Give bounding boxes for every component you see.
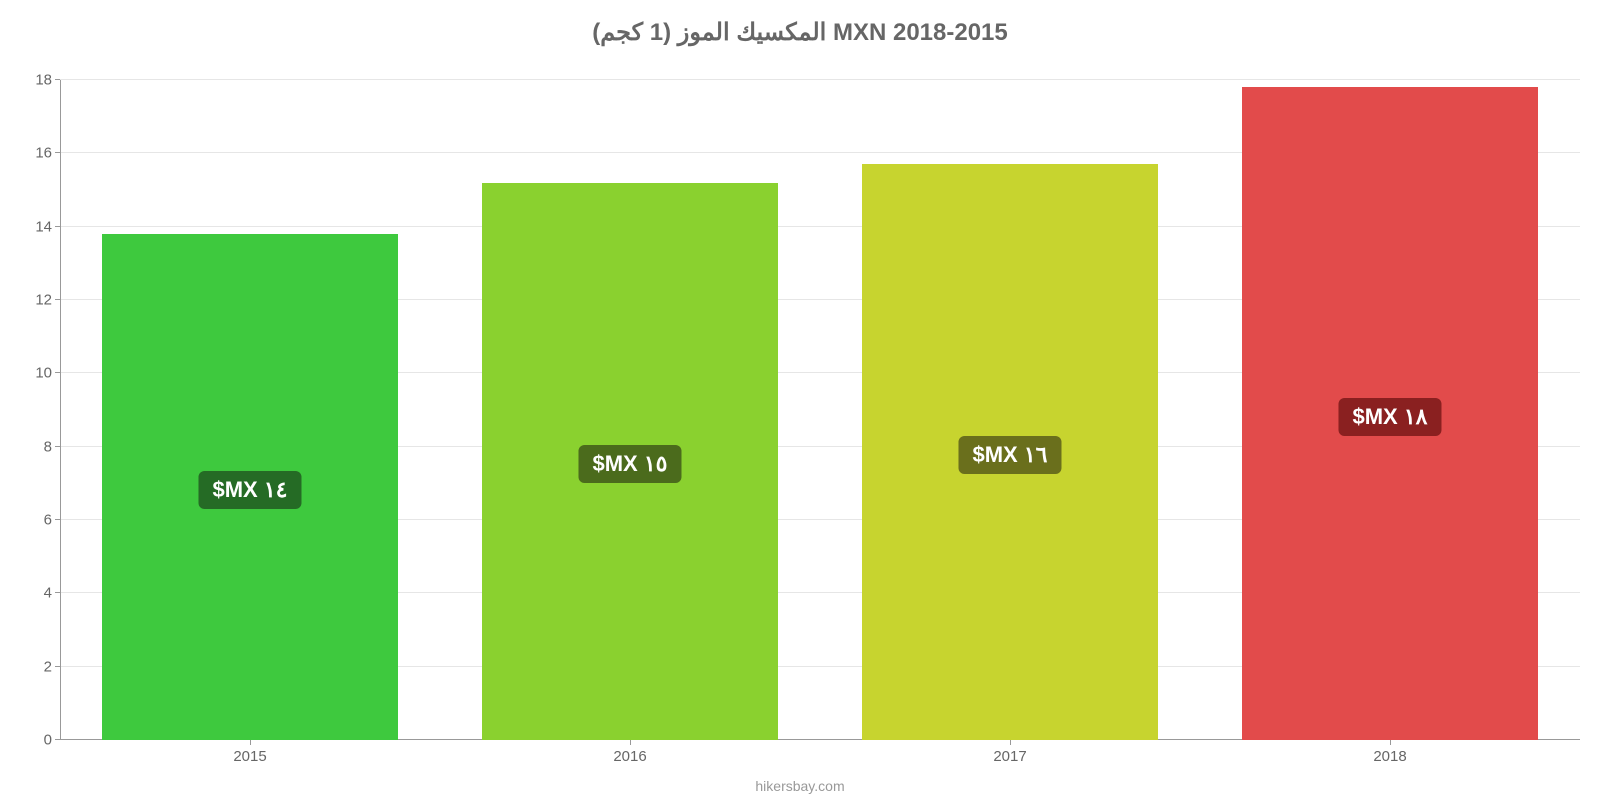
y-tick-label: 0 bbox=[44, 732, 60, 749]
y-tick-label: 2 bbox=[44, 658, 60, 675]
bar: ١٨ MX$ bbox=[1242, 87, 1538, 740]
bar-value-badge: ١٨ MX$ bbox=[1338, 398, 1441, 436]
chart-title: المكسيك الموز (1 كجم) MXN 2018-2015 bbox=[0, 0, 1600, 47]
bar: ١٤ MX$ bbox=[102, 234, 398, 740]
x-tick-label: 2018 bbox=[1373, 740, 1406, 765]
gridline bbox=[60, 79, 1580, 80]
y-tick-label: 6 bbox=[44, 512, 60, 529]
y-tick-label: 14 bbox=[35, 218, 60, 235]
x-tick-label: 2015 bbox=[233, 740, 266, 765]
x-tick-label: 2016 bbox=[613, 740, 646, 765]
y-axis bbox=[60, 80, 61, 740]
bar-value-badge: ١٥ MX$ bbox=[578, 445, 681, 483]
bar-chart: المكسيك الموز (1 كجم) MXN 2018-2015 0246… bbox=[0, 0, 1600, 800]
y-tick-label: 8 bbox=[44, 438, 60, 455]
y-tick-label: 4 bbox=[44, 585, 60, 602]
bar-value-badge: ١٤ MX$ bbox=[198, 471, 301, 509]
y-tick-label: 12 bbox=[35, 292, 60, 309]
y-tick-label: 16 bbox=[35, 145, 60, 162]
plot-area: 024681012141618١٤ MX$2015١٥ MX$2016١٦ MX… bbox=[60, 80, 1580, 740]
bar-value-badge: ١٦ MX$ bbox=[958, 436, 1061, 474]
attribution-text: hikersbay.com bbox=[0, 778, 1600, 794]
x-tick-label: 2017 bbox=[993, 740, 1026, 765]
bar: ١٦ MX$ bbox=[862, 164, 1158, 740]
y-tick-label: 10 bbox=[35, 365, 60, 382]
y-tick-label: 18 bbox=[35, 72, 60, 89]
bar: ١٥ MX$ bbox=[482, 183, 778, 740]
